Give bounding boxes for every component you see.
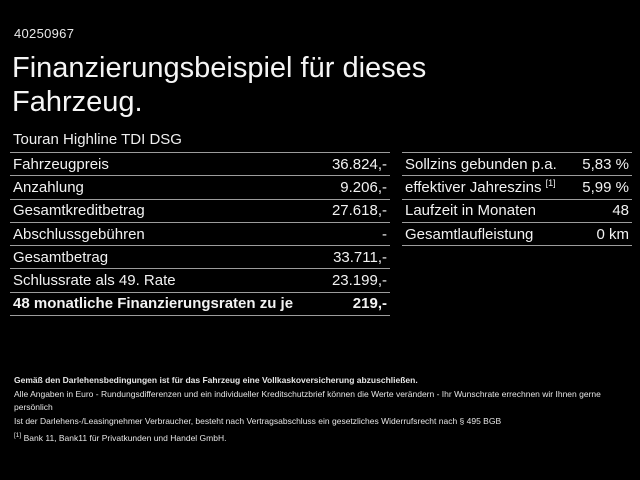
financing-table-left: Fahrzeugpreis 36.824,- Anzahlung 9.206,-…: [10, 152, 390, 317]
insurance-note: Gemäß den Darlehensbedingungen ist für d…: [14, 375, 418, 385]
row-value: 48: [612, 202, 629, 220]
row-value: 36.824,-: [331, 155, 387, 173]
table-row: Fahrzeugpreis 36.824,-: [10, 152, 390, 175]
table-row-monthly-rate: 48 monatliche Finanzierungsraten zu je 2…: [10, 291, 390, 317]
table-row: Schlussrate als 49. Rate 23.199,-: [10, 268, 390, 291]
row-label: Abschlussgebühren: [13, 225, 145, 243]
row-label: Sollzins gebunden p.a.: [405, 155, 557, 173]
financing-table-right: Sollzins gebunden p.a. 5,83 % effektiver…: [402, 152, 632, 247]
page-title-line1: Finanzierungsbeispiel für dieses: [12, 52, 427, 84]
footnote-marker: [1]: [545, 177, 556, 188]
row-label: Gesamtkreditbetrag: [13, 202, 145, 220]
table-row: Gesamtkreditbetrag 27.618,-: [10, 198, 390, 222]
table-row: Sollzins gebunden p.a. 5,83 %: [402, 152, 632, 175]
row-label: Fahrzeugpreis: [13, 155, 109, 173]
disclaimer-line: Alle Angaben in Euro - Rundungsdifferenz…: [14, 388, 601, 413]
row-label: Schlussrate als 49. Rate: [13, 272, 176, 290]
vehicle-id: 40250967: [14, 26, 75, 41]
row-label: Gesamtlaufleistung: [405, 225, 534, 243]
table-row: Abschlussgebühren -: [10, 221, 390, 245]
row-value: 9.206,-: [340, 178, 387, 196]
row-value: 0 km: [596, 225, 629, 243]
footnote-text: Bank 11, Bank11 für Privatkunden und Han…: [23, 433, 227, 443]
footnote-marker: [1]: [14, 432, 22, 440]
vehicle-model-subtitle: Touran Highline TDI DSG: [13, 131, 182, 148]
row-value: 5,99 %: [582, 178, 629, 196]
row-label: effektiver Jahreszins [1]: [405, 177, 556, 196]
legal-fine-print: Gemäß den Darlehensbedingungen ist für d…: [14, 374, 628, 446]
bank-footnote: [1] Bank 11, Bank11 für Privatkunden und…: [14, 432, 628, 446]
table-row: Gesamtlaufleistung 0 km: [402, 221, 632, 247]
row-value: 219,-: [352, 295, 387, 313]
page-title-line2: Fahrzeug.: [12, 86, 143, 118]
table-row: Anzahlung 9.206,-: [10, 175, 390, 198]
table-row: effektiver Jahreszins [1] 5,99 %: [402, 175, 632, 198]
row-label: 48 monatliche Finanzierungsraten zu je: [13, 295, 294, 313]
row-value: 23.199,-: [331, 272, 387, 290]
row-label: Gesamtbetrag: [13, 248, 109, 266]
row-label: Anzahlung: [13, 178, 84, 196]
withdrawal-note: Ist der Darlehens-/Leasingnehmer Verbrau…: [14, 415, 502, 426]
row-value: 33.711,-: [333, 248, 387, 266]
table-row: Gesamtbetrag 33.711,-: [10, 245, 390, 268]
row-label: Laufzeit in Monaten: [405, 202, 536, 220]
row-value: 5,83 %: [582, 155, 629, 173]
row-value: -: [382, 225, 387, 243]
row-value: 27.618,-: [331, 202, 387, 220]
page-title: Finanzierungsbeispiel für dieses Fahrzeu…: [12, 51, 426, 119]
table-row: Laufzeit in Monaten 48: [402, 198, 632, 222]
